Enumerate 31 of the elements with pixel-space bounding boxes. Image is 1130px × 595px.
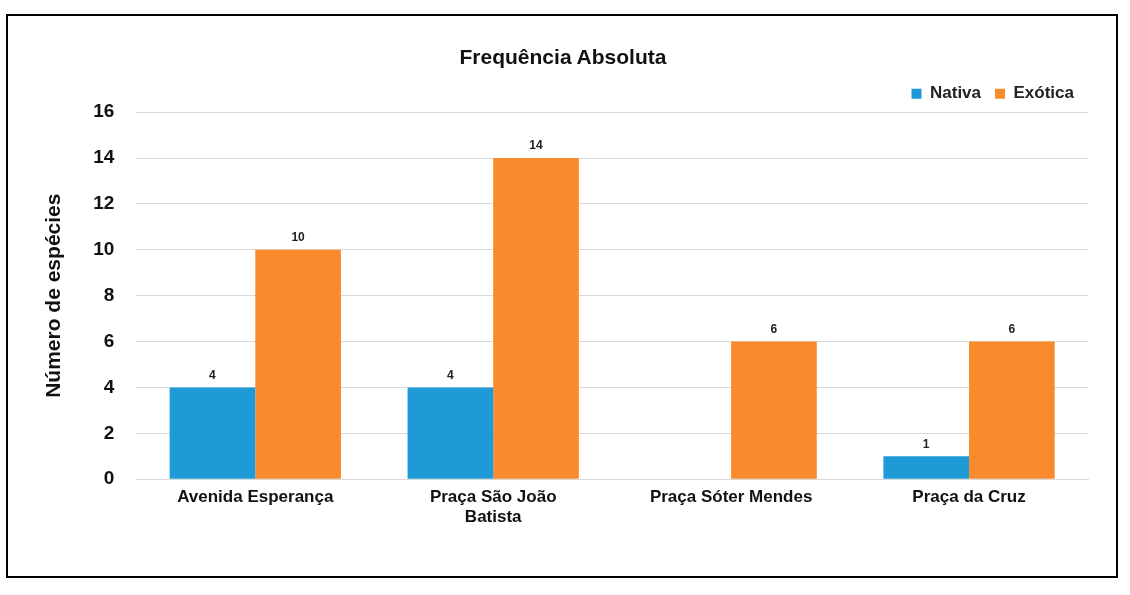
y-tick-label: 10 — [93, 238, 115, 260]
data-label: 10 — [291, 230, 306, 245]
y-tick-label: 8 — [103, 283, 115, 305]
y-tick-label: 2 — [103, 421, 115, 443]
legend-label: Nativa — [930, 83, 982, 103]
bar — [883, 456, 970, 479]
chart-title: Frequência Absoluta — [459, 45, 667, 69]
data-label: 6 — [1008, 321, 1016, 336]
bar — [969, 341, 1055, 479]
x-tick-label: Praça São João Batista — [429, 487, 557, 527]
y-tick-label: 12 — [93, 192, 115, 214]
data-label: 4 — [447, 367, 455, 382]
data-label: 1 — [922, 436, 930, 451]
x-tick-label: Avenida Esperança — [177, 487, 334, 507]
data-label: 6 — [770, 321, 778, 336]
y-tick-label: 6 — [103, 329, 115, 351]
bar — [493, 158, 579, 479]
y-axis-title: Número de espécies — [41, 193, 65, 398]
data-label: 14 — [529, 138, 544, 153]
x-tick-label: Praça Sóter Mendes — [649, 487, 813, 507]
bar — [255, 249, 341, 479]
data-label: 4 — [209, 367, 217, 382]
x-tick-label: Praça da Cruz — [912, 487, 1026, 507]
bar — [407, 387, 494, 479]
y-tick-label: 0 — [103, 467, 115, 489]
y-tick-label: 4 — [103, 375, 115, 397]
legend-label: Exótica — [1013, 83, 1075, 103]
bar — [731, 341, 817, 479]
y-tick-label: 14 — [93, 146, 115, 168]
y-tick-label: 16 — [93, 100, 115, 122]
bar — [169, 387, 256, 479]
